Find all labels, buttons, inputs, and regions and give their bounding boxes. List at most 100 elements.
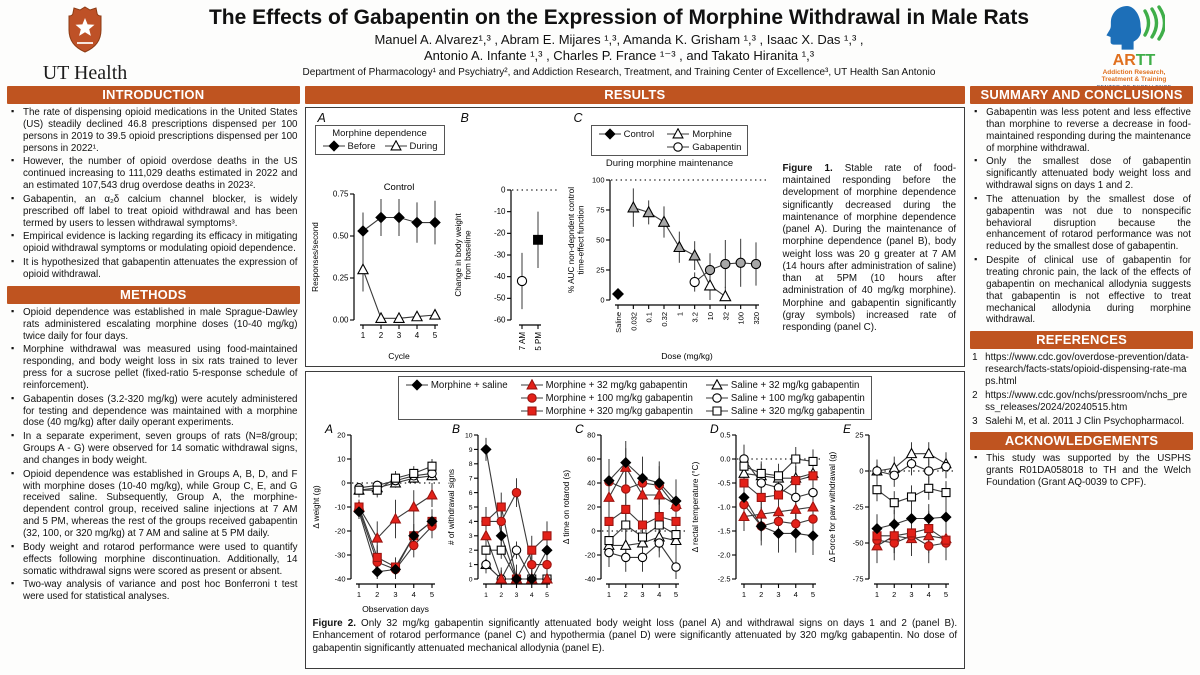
svg-text:-40: -40 xyxy=(334,574,345,583)
reference-item: 2 https://www.cdc.gov/nchs/pressroom/nchs… xyxy=(972,390,1191,414)
introduction-bullet: The rate of dispensing opioid medication… xyxy=(11,106,298,154)
svg-text:8: 8 xyxy=(468,461,472,468)
legend-label: During xyxy=(409,140,438,152)
figure1-panel-A: A Morphine dependence Before During Contr… xyxy=(310,111,450,362)
svg-text:9: 9 xyxy=(468,447,472,454)
svg-text:10: 10 xyxy=(464,432,472,439)
svg-text:32: 32 xyxy=(721,312,730,320)
svg-text:25: 25 xyxy=(855,430,863,439)
svg-text:Cycle: Cycle xyxy=(388,351,410,361)
introduction-bullet: Gabapentin, an α₂δ calcium channel block… xyxy=(11,193,298,230)
figure1-caption-text: Stable rate of food-maintained respondin… xyxy=(782,163,957,334)
svg-text:-60: -60 xyxy=(493,315,505,324)
ut-health-logo: UT Health San Antonio xyxy=(10,2,160,95)
svg-text:0.1: 0.1 xyxy=(644,312,653,322)
authors-line-2: Antonio A. Infante ¹,³ , Charles P. Fran… xyxy=(423,48,815,64)
svg-text:Δ time on rotarod (s): Δ time on rotarod (s) xyxy=(562,470,571,544)
figure1-panel-C-legend: Control Morphine Gabapentin xyxy=(590,125,749,156)
legend-label: Morphine xyxy=(692,128,732,140)
legend-item: Morphine + 100 mg/kg gabapentin xyxy=(520,392,693,404)
svg-text:10: 10 xyxy=(337,454,345,463)
figure1-panel-C-label: C xyxy=(573,111,583,125)
svg-text:0.032: 0.032 xyxy=(629,312,638,331)
figure1-panel-A-legend: Morphine dependence Before During xyxy=(314,125,445,155)
svg-text:0: 0 xyxy=(468,576,472,583)
legend-label: Saline + 320 mg/kg gabapentin xyxy=(730,405,865,417)
svg-text:-20: -20 xyxy=(584,550,595,559)
svg-text:C: C xyxy=(575,423,584,436)
legend-title: Morphine dependence xyxy=(332,128,427,139)
legend-label: Gabapentin xyxy=(692,141,742,153)
authors-line-1: Manuel A. Alvarez¹,³ , Abram E. Mijares … xyxy=(374,32,864,48)
svg-text:3: 3 xyxy=(468,533,472,540)
svg-text:3: 3 xyxy=(396,331,401,340)
legend-column: Morphine + 32 mg/kg gabapentin Morphine +… xyxy=(520,379,693,417)
legend-item: Morphine xyxy=(666,128,741,140)
figure2-legend: Morphine + saline Morphine + 32 mg/kg gab… xyxy=(397,376,872,420)
methods-bullet: Opioid dependence was established in Gro… xyxy=(11,468,298,540)
figure1-panel-A-chart: Control 0.75 0.50 0.25 0.00 Responses/second 1… xyxy=(311,182,441,361)
svg-text:-10: -10 xyxy=(493,207,505,216)
summary-header: SUMMARY AND CONCLUSIONS xyxy=(970,86,1193,104)
square-marker-icon xyxy=(520,406,543,416)
content-columns: INTRODUCTION The rate of dispensing opio… xyxy=(0,86,1200,669)
acknowledgements-header: ACKNOWLEDGEMENTS xyxy=(970,431,1193,450)
svg-text:50: 50 xyxy=(596,235,604,244)
figure1-panel-A-label: A xyxy=(317,111,326,125)
left-column: INTRODUCTION The rate of dispensing opio… xyxy=(7,86,300,669)
figure2-caption-label: Figure 2. xyxy=(312,618,356,629)
svg-text:0.50: 0.50 xyxy=(332,231,348,240)
svg-text:1: 1 xyxy=(741,590,745,599)
svg-text:-20: -20 xyxy=(493,229,505,238)
diamond-marker-icon xyxy=(405,379,428,391)
legend-item: Morphine + saline xyxy=(405,379,508,391)
svg-text:5 PM: 5 PM xyxy=(534,332,543,351)
svg-text:0: 0 xyxy=(501,185,506,194)
references-header: REFERENCES xyxy=(970,331,1193,350)
svg-text:-2.5: -2.5 xyxy=(717,574,730,583)
svg-text:# of withdrawal signs: # of withdrawal signs xyxy=(447,469,456,545)
reference-item: 1 https://www.cdc.gov/overdose-prevention… xyxy=(972,352,1191,388)
figure2-panels: A 20 10 0 -10 -20 -30 -40 Δ weight (g) 1 2 3 4 5 Obser… xyxy=(311,423,960,615)
legend-column: Control xyxy=(598,128,654,140)
svg-text:320: 320 xyxy=(752,312,761,325)
svg-text:4: 4 xyxy=(529,592,533,599)
results-column: RESULTS A Morphine dependence Before Duri… xyxy=(304,86,966,669)
summary-bullets: Gabapentin was less potent and less effe… xyxy=(970,106,1193,326)
introduction-bullet: Empirical evidence is lacking regarding … xyxy=(11,230,298,255)
acknowledgements-bullets: This study was supported by the USPHS gr… xyxy=(970,452,1193,489)
methods-bullet: Morphine withdrawal was measured using f… xyxy=(11,343,298,391)
svg-text:10: 10 xyxy=(706,312,715,320)
svg-text:-75: -75 xyxy=(852,574,863,583)
svg-text:0: 0 xyxy=(859,466,863,475)
legend-items: Before During xyxy=(322,140,438,152)
svg-text:1: 1 xyxy=(484,592,488,599)
svg-text:100: 100 xyxy=(591,175,604,184)
reference-text: https://www.cdc.gov/overdose-prevention/… xyxy=(985,352,1189,388)
svg-text:-40: -40 xyxy=(493,272,505,281)
figure2-panel-A-chart: A 20 10 0 -10 -20 -30 -40 Δ weight (g) 1 2 3 4 5Obser… xyxy=(312,423,442,614)
svg-text:Responses/second: Responses/second xyxy=(311,222,320,292)
svg-text:25: 25 xyxy=(596,265,604,274)
summary-bullet: Only the smallest dose of gabapentin sig… xyxy=(974,155,1191,192)
figure1-panel-B-label: B xyxy=(460,111,469,125)
legend-item: Gabapentin xyxy=(666,141,741,153)
figure1-panel-C-chart: 100 75 50 25 0 % AUC non-depndent control time… xyxy=(567,175,769,361)
methods-bullet: Two-way analysis of variance and post ho… xyxy=(11,578,298,603)
triangle-marker-icon xyxy=(705,379,728,390)
svg-text:4: 4 xyxy=(414,331,419,340)
poster-title: The Effects of Gabapentin on the Express… xyxy=(208,6,1030,29)
svg-text:0.0: 0.0 xyxy=(720,454,730,463)
svg-text:2: 2 xyxy=(759,590,763,599)
artt-line1: Addiction Research, xyxy=(1102,69,1166,76)
legend-item: Saline + 32 mg/kg gabapentin xyxy=(705,379,865,391)
svg-text:6: 6 xyxy=(468,490,472,497)
introduction-bullet: However, the number of opioid overdose d… xyxy=(11,155,298,192)
figure2-panel-C-chart: C 80 60 40 20 0 -20 -40 Δ time on rotarod (s) 1 2 3… xyxy=(562,423,686,599)
circle-marker-icon xyxy=(705,393,728,403)
figure1-panel-C: C Control Morphine Gabapentin During morph… xyxy=(566,111,774,362)
legend-label: Morphine + 100 mg/kg gabapentin xyxy=(545,392,693,404)
artt-line2: Treatment & Training xyxy=(1101,76,1167,84)
square-marker-icon xyxy=(705,406,728,416)
svg-text:0.75: 0.75 xyxy=(332,189,348,198)
